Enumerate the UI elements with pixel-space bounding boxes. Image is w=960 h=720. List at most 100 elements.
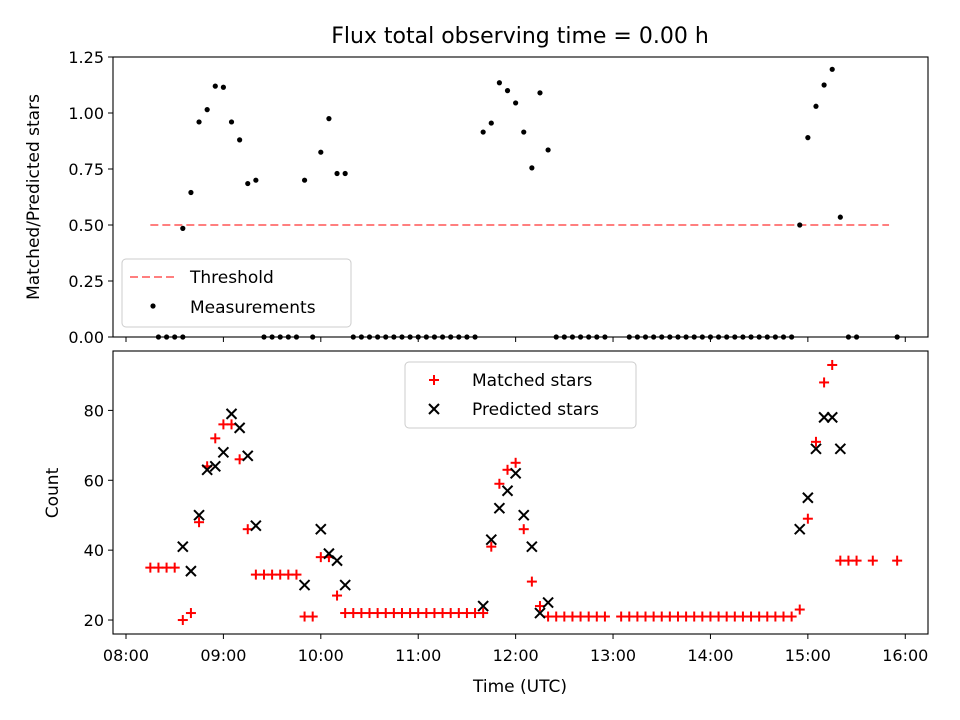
ratio-y-tick-label: 1.00 — [68, 104, 104, 123]
measurement-point — [318, 149, 324, 155]
measurement-point — [537, 90, 543, 96]
matched-star-marker — [194, 517, 205, 528]
legend-predicted-label: Predicted stars — [472, 400, 599, 420]
ratio-y-tick-label: 1.25 — [68, 48, 104, 67]
predicted-star-marker — [331, 554, 343, 567]
matched-star-marker — [867, 555, 878, 566]
matched-star-marker — [794, 604, 805, 615]
predicted-star-marker — [493, 502, 506, 514]
measurement-point — [253, 177, 259, 183]
legend-measurements-swatch — [150, 303, 156, 309]
measurement-point — [504, 88, 511, 94]
matched-star-marker — [827, 359, 838, 370]
measurement-point — [220, 84, 226, 90]
matched-star-marker — [510, 457, 521, 468]
ratio-panel: 0.00 0.25 0.50 0.75 1.00 1.25 Matched/Predict… — [24, 48, 929, 347]
predicted-star-marker — [810, 443, 822, 455]
count-x-tick-label: 15:00 — [785, 646, 831, 665]
predicted-star-marker — [501, 485, 514, 497]
predicted-star-marker — [225, 408, 238, 420]
predicted-star-marker — [339, 579, 351, 591]
matched-star-marker — [307, 611, 318, 622]
predicted-star-marker — [534, 607, 546, 619]
ratio-y-tick-label: 0.50 — [68, 216, 104, 235]
ratio-y-tick-label: 0.00 — [68, 328, 104, 347]
count-y-tick-label: 80 — [84, 401, 104, 420]
measurement-point — [829, 66, 835, 72]
count-x-axis-label: Time (UTC) — [472, 677, 567, 697]
measurement-point — [797, 222, 803, 228]
ratio-legend: Threshold Measurements — [121, 258, 352, 328]
predicted-star-marker — [834, 443, 847, 455]
matched-star-marker — [786, 611, 797, 622]
matched-star-marker — [210, 433, 221, 444]
predicted-star-marker — [485, 533, 497, 546]
predicted-star-marker — [193, 509, 205, 521]
count-x-tick-label: 09:00 — [200, 646, 246, 665]
predicted-star-marker — [818, 411, 830, 424]
measurement-point — [204, 107, 210, 113]
count-legend-box — [404, 361, 637, 429]
predicted-star-marker — [477, 600, 489, 612]
predicted-star-marker — [242, 450, 254, 462]
count-x-tick-label: 16:00 — [882, 646, 928, 665]
predicted-star-marker — [233, 422, 246, 434]
measurement-point — [342, 170, 348, 177]
measurement-point — [180, 225, 186, 231]
measurement-point — [813, 103, 819, 109]
measurement-point — [496, 80, 502, 86]
predicted-star-marker — [526, 540, 538, 553]
count-y-tick-label: 60 — [84, 471, 104, 490]
measurement-point — [821, 82, 827, 88]
predicted-star-marker — [185, 565, 197, 577]
matched-star-marker — [494, 478, 505, 489]
matched-star-marker — [486, 541, 497, 552]
predicted-star-marker — [201, 464, 213, 476]
count-plot-frame — [112, 350, 929, 635]
predicted-star-marker — [250, 519, 262, 532]
figure-title: Flux total observing time = 0.00 h — [331, 24, 709, 49]
measurement-point — [301, 177, 308, 183]
matched-star-marker — [332, 590, 343, 601]
predicted-star-marker — [298, 579, 311, 591]
count-panel: 20 40 60 80 08:00 09:00 10:00 11:00 12:00 13:00 14… — [43, 350, 929, 697]
count-y-tick-label: 40 — [84, 541, 104, 560]
measurement-point — [237, 137, 243, 143]
predicted-star-marker — [826, 411, 838, 424]
count-x-tick-label: 08:00 — [103, 646, 149, 665]
measurement-point — [212, 83, 218, 89]
ratio-y-tick-label: 0.25 — [68, 272, 104, 291]
predicted-star-marker — [209, 460, 221, 473]
matched-star-marker — [851, 555, 862, 566]
count-x-tick-label: 14:00 — [687, 646, 733, 665]
predicted-star-marker — [177, 540, 189, 553]
ratio-plot-frame — [112, 56, 929, 338]
predicted-star-marker — [315, 523, 327, 535]
ratio-y-tick-label: 0.75 — [68, 160, 104, 179]
legend-predicted-swatch — [428, 403, 440, 415]
legend-matched-label: Matched stars — [472, 371, 592, 391]
predicted-star-marker — [794, 523, 806, 535]
ratio-legend-box — [121, 258, 352, 328]
matched-star-marker — [518, 524, 529, 535]
predicted-star-marker — [509, 467, 522, 479]
matched-star-marker — [599, 611, 610, 622]
measurement-point — [805, 135, 811, 141]
matched-star-marker — [819, 377, 830, 388]
measurement-point — [545, 147, 551, 153]
count-y-tick-label: 20 — [84, 611, 104, 630]
count-y-axis-label: Count — [43, 467, 63, 518]
legend-measurements-label: Measurements — [190, 298, 316, 318]
legend-threshold-label: Threshold — [189, 268, 274, 288]
measurement-point — [196, 119, 202, 125]
count-x-tick-label: 13:00 — [590, 646, 636, 665]
count-x-tick-label: 10:00 — [298, 646, 344, 665]
matched-star-marker — [478, 608, 489, 619]
ratio-y-axis-label: Matched/Predicted stars — [24, 94, 44, 300]
predicted-star-marker — [542, 596, 554, 609]
measurement-point — [188, 189, 194, 196]
matched-star-marker — [802, 513, 813, 524]
measurement-point — [837, 214, 843, 220]
legend-matched-swatch — [429, 375, 439, 385]
